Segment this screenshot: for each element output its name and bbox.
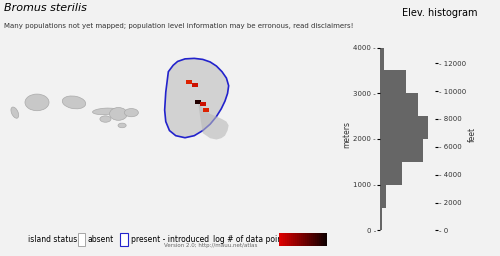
Bar: [284, 233, 286, 246]
Bar: [294, 233, 296, 246]
Y-axis label: feet: feet: [468, 127, 477, 142]
Bar: [380, 208, 382, 230]
Bar: [288, 233, 290, 246]
Text: island status: island status: [28, 235, 77, 244]
FancyBboxPatch shape: [78, 233, 85, 246]
Bar: [298, 233, 300, 246]
Text: Version 2.0; http://mauu.net/atlas: Version 2.0; http://mauu.net/atlas: [164, 243, 258, 248]
Bar: [380, 185, 386, 208]
Bar: [195, 100, 201, 104]
Bar: [380, 70, 406, 93]
Bar: [380, 93, 418, 116]
Bar: [308, 233, 310, 246]
Bar: [203, 108, 208, 112]
Bar: [304, 233, 306, 246]
Bar: [290, 233, 292, 246]
Bar: [306, 233, 308, 246]
Bar: [200, 102, 205, 106]
Text: log # of data points: log # of data points: [212, 235, 289, 244]
Ellipse shape: [118, 123, 126, 128]
Bar: [380, 162, 402, 185]
Bar: [186, 80, 192, 84]
FancyBboxPatch shape: [120, 233, 128, 246]
Bar: [300, 233, 302, 246]
Polygon shape: [198, 102, 228, 140]
Ellipse shape: [25, 94, 49, 111]
Y-axis label: meters: meters: [342, 121, 351, 148]
Bar: [380, 139, 423, 162]
Bar: [312, 233, 314, 246]
Bar: [286, 233, 288, 246]
Bar: [320, 233, 322, 246]
Bar: [296, 233, 298, 246]
Bar: [316, 233, 318, 246]
Ellipse shape: [110, 108, 128, 120]
Bar: [310, 233, 312, 246]
Ellipse shape: [11, 107, 18, 118]
Bar: [302, 233, 304, 246]
Text: Many populations not yet mapped; population level information may be erronous, r: Many populations not yet mapped; populat…: [4, 23, 353, 29]
Bar: [324, 233, 326, 246]
Bar: [314, 233, 316, 246]
Bar: [380, 116, 428, 139]
Bar: [292, 233, 294, 246]
Ellipse shape: [100, 116, 111, 122]
Bar: [322, 233, 324, 246]
Text: Elev. histogram: Elev. histogram: [402, 8, 477, 18]
Text: Bromus sterilis: Bromus sterilis: [4, 3, 86, 13]
Bar: [380, 48, 384, 70]
Bar: [326, 233, 328, 246]
Ellipse shape: [92, 108, 118, 115]
Bar: [318, 233, 320, 246]
Bar: [280, 233, 281, 246]
Polygon shape: [164, 58, 228, 138]
Ellipse shape: [124, 109, 138, 117]
Text: absent: absent: [88, 235, 114, 244]
Text: present - introduced: present - introduced: [130, 235, 208, 244]
Bar: [282, 233, 284, 246]
Ellipse shape: [62, 96, 86, 109]
Bar: [192, 83, 198, 87]
